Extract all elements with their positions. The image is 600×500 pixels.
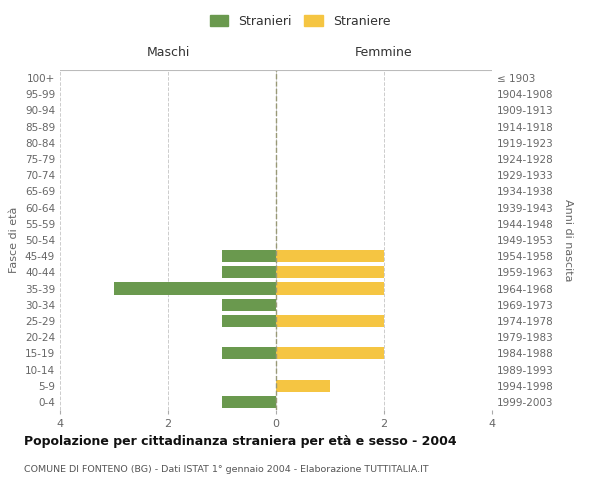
Bar <box>276 348 384 360</box>
Bar <box>222 250 276 262</box>
Bar <box>222 396 276 408</box>
Bar <box>222 315 276 327</box>
Text: Popolazione per cittadinanza straniera per età e sesso - 2004: Popolazione per cittadinanza straniera p… <box>24 435 457 448</box>
Bar <box>276 315 384 327</box>
Legend: Stranieri, Straniere: Stranieri, Straniere <box>206 11 394 32</box>
Y-axis label: Fasce di età: Fasce di età <box>10 207 19 273</box>
Text: Maschi: Maschi <box>146 46 190 59</box>
Bar <box>276 282 384 294</box>
Bar <box>114 282 276 294</box>
Bar <box>276 380 330 392</box>
Bar <box>276 250 384 262</box>
Y-axis label: Anni di nascita: Anni di nascita <box>563 198 573 281</box>
Bar <box>222 298 276 311</box>
Text: COMUNE DI FONTENO (BG) - Dati ISTAT 1° gennaio 2004 - Elaborazione TUTTITALIA.IT: COMUNE DI FONTENO (BG) - Dati ISTAT 1° g… <box>24 465 428 474</box>
Text: Femmine: Femmine <box>355 46 413 59</box>
Bar <box>222 348 276 360</box>
Bar <box>276 266 384 278</box>
Bar <box>222 266 276 278</box>
